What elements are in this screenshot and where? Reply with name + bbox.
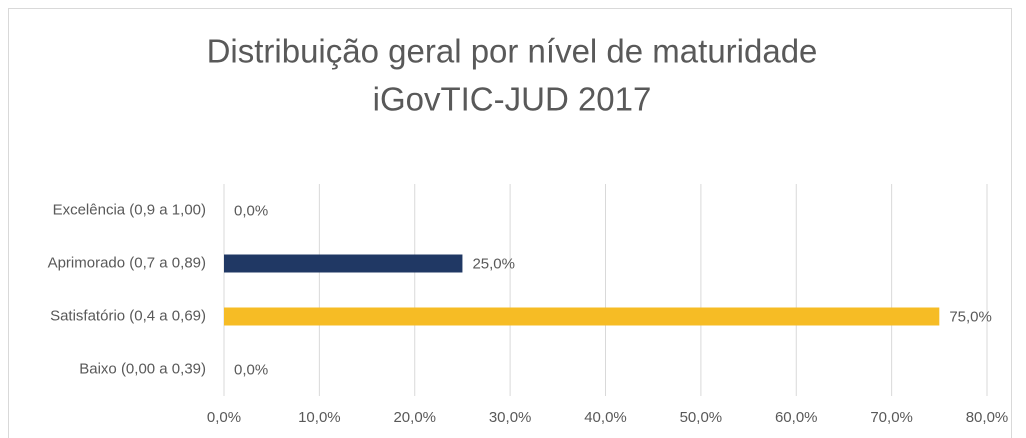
x-tick-label: 50,0% (680, 409, 723, 426)
x-tick-label: 60,0% (775, 409, 818, 426)
bar (224, 307, 940, 326)
x-tick-label: 30,0% (489, 409, 532, 426)
data-label: 75,0% (949, 308, 992, 325)
x-tick-label: 40,0% (584, 409, 627, 426)
data-label: 0,0% (234, 202, 268, 219)
data-label: 25,0% (472, 255, 515, 272)
y-tick-label: Satisfatório (0,4 a 0,69) (50, 307, 206, 324)
x-tick-label: 80,0% (966, 409, 1009, 426)
y-tick-label: Aprimorado (0,7 a 0,89) (48, 254, 206, 271)
chart-title: Distribuição geral por nível de maturida… (207, 33, 818, 70)
y-tick-label: Excelência (0,9 a 1,00) (53, 201, 206, 218)
x-tick-label: 0,0% (207, 409, 241, 426)
x-tick-label: 10,0% (298, 409, 341, 426)
chart-title: iGovTIC-JUD 2017 (373, 81, 652, 118)
y-tick-label: Baixo (0,00 a 0,39) (79, 360, 206, 377)
x-tick-label: 20,0% (393, 409, 436, 426)
bar (224, 254, 463, 273)
data-label: 0,0% (234, 361, 268, 378)
x-tick-label: 70,0% (870, 409, 913, 426)
